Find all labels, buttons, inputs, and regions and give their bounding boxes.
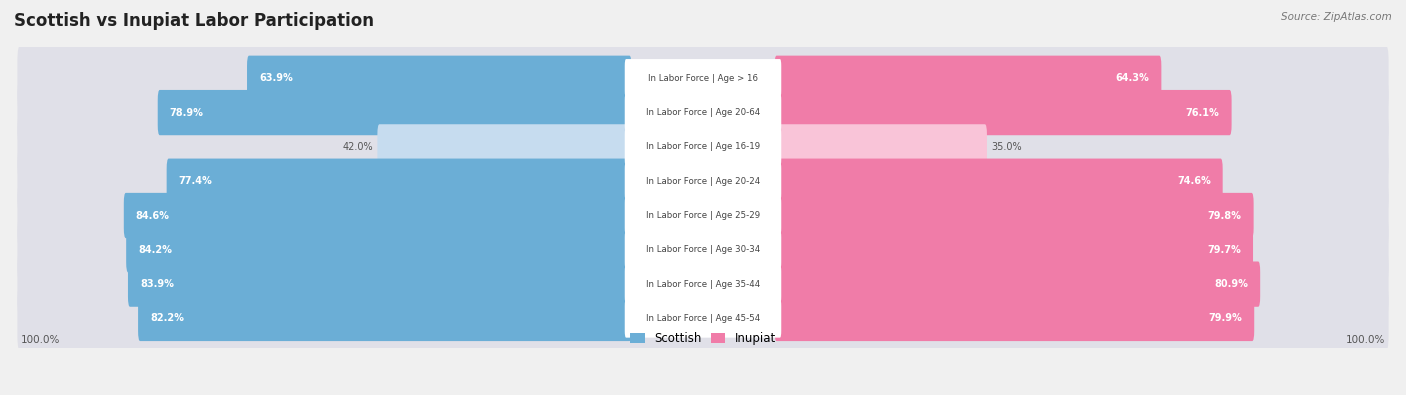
FancyBboxPatch shape	[17, 45, 1389, 112]
FancyBboxPatch shape	[17, 79, 1389, 146]
FancyBboxPatch shape	[624, 196, 782, 235]
Text: 74.6%: 74.6%	[1177, 176, 1211, 186]
FancyBboxPatch shape	[247, 56, 631, 101]
Text: 100.0%: 100.0%	[21, 335, 60, 345]
FancyBboxPatch shape	[775, 158, 1223, 204]
FancyBboxPatch shape	[167, 158, 631, 204]
Text: In Labor Force | Age 16-19: In Labor Force | Age 16-19	[645, 142, 761, 151]
Text: In Labor Force | Age 25-29: In Labor Force | Age 25-29	[645, 211, 761, 220]
FancyBboxPatch shape	[128, 261, 631, 307]
FancyBboxPatch shape	[775, 193, 1254, 238]
Text: 64.3%: 64.3%	[1115, 73, 1149, 83]
FancyBboxPatch shape	[17, 113, 1389, 181]
FancyBboxPatch shape	[624, 299, 782, 338]
Text: In Labor Force | Age > 16: In Labor Force | Age > 16	[648, 74, 758, 83]
FancyBboxPatch shape	[127, 227, 631, 273]
FancyBboxPatch shape	[138, 296, 631, 341]
Legend: Scottish, Inupiat: Scottish, Inupiat	[630, 332, 776, 345]
Text: 79.8%: 79.8%	[1208, 211, 1241, 220]
FancyBboxPatch shape	[17, 216, 1389, 284]
FancyBboxPatch shape	[17, 148, 1389, 215]
FancyBboxPatch shape	[624, 265, 782, 303]
Text: In Labor Force | Age 20-64: In Labor Force | Age 20-64	[645, 108, 761, 117]
FancyBboxPatch shape	[775, 261, 1260, 307]
FancyBboxPatch shape	[624, 59, 782, 98]
Text: 83.9%: 83.9%	[141, 279, 174, 289]
Text: 79.7%: 79.7%	[1208, 245, 1241, 255]
Text: 42.0%: 42.0%	[342, 142, 373, 152]
Text: 35.0%: 35.0%	[991, 142, 1022, 152]
FancyBboxPatch shape	[624, 231, 782, 269]
Text: 78.9%: 78.9%	[170, 107, 204, 118]
FancyBboxPatch shape	[157, 90, 631, 135]
FancyBboxPatch shape	[775, 296, 1254, 341]
FancyBboxPatch shape	[17, 250, 1389, 318]
FancyBboxPatch shape	[124, 193, 631, 238]
FancyBboxPatch shape	[624, 162, 782, 200]
FancyBboxPatch shape	[624, 128, 782, 166]
FancyBboxPatch shape	[775, 90, 1232, 135]
FancyBboxPatch shape	[377, 124, 631, 169]
FancyBboxPatch shape	[17, 285, 1389, 352]
Text: 76.1%: 76.1%	[1185, 107, 1219, 118]
Text: In Labor Force | Age 20-24: In Labor Force | Age 20-24	[645, 177, 761, 186]
FancyBboxPatch shape	[775, 124, 987, 169]
Text: Scottish vs Inupiat Labor Participation: Scottish vs Inupiat Labor Participation	[14, 12, 374, 30]
Text: 82.2%: 82.2%	[150, 314, 184, 324]
Text: Source: ZipAtlas.com: Source: ZipAtlas.com	[1281, 12, 1392, 22]
Text: 77.4%: 77.4%	[179, 176, 212, 186]
Text: 100.0%: 100.0%	[1346, 335, 1385, 345]
Text: 63.9%: 63.9%	[259, 73, 292, 83]
FancyBboxPatch shape	[775, 227, 1253, 273]
FancyBboxPatch shape	[775, 56, 1161, 101]
Text: In Labor Force | Age 35-44: In Labor Force | Age 35-44	[645, 280, 761, 289]
Text: In Labor Force | Age 30-34: In Labor Force | Age 30-34	[645, 245, 761, 254]
FancyBboxPatch shape	[624, 93, 782, 132]
Text: 84.6%: 84.6%	[136, 211, 170, 220]
Text: 80.9%: 80.9%	[1215, 279, 1249, 289]
FancyBboxPatch shape	[17, 182, 1389, 249]
Text: In Labor Force | Age 45-54: In Labor Force | Age 45-54	[645, 314, 761, 323]
Text: 79.9%: 79.9%	[1208, 314, 1241, 324]
Text: 84.2%: 84.2%	[138, 245, 172, 255]
